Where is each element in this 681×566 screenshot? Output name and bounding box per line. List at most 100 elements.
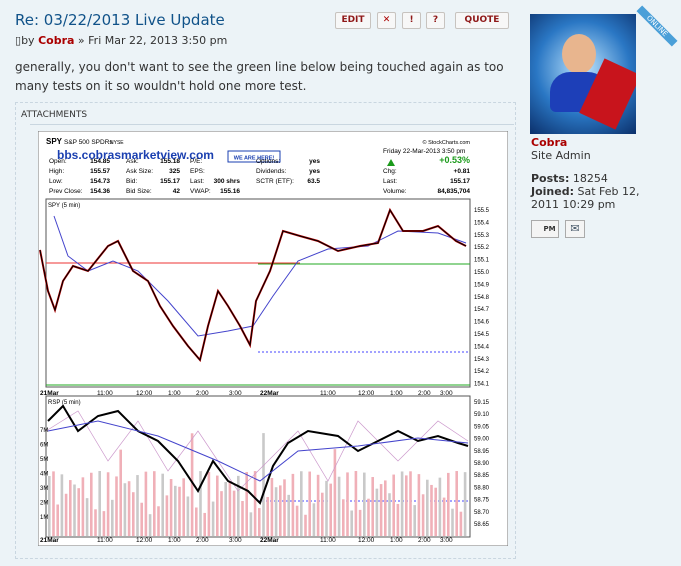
username[interactable]: Cobra bbox=[531, 136, 568, 149]
pm-button[interactable]: PM bbox=[531, 220, 559, 238]
credit: © StockCharts.com bbox=[423, 139, 471, 146]
volume-bar bbox=[375, 488, 379, 536]
time-label: 12:00 bbox=[136, 537, 153, 544]
time-label: 2:00 bbox=[196, 390, 209, 397]
volume-bar bbox=[98, 471, 101, 536]
volume-bar bbox=[354, 471, 358, 536]
volume-bar bbox=[333, 449, 337, 536]
time-label: 3:00 bbox=[229, 537, 242, 544]
quote-value: 300 shrs bbox=[214, 178, 241, 185]
volume-bar bbox=[434, 487, 437, 536]
volume-bar bbox=[237, 475, 240, 536]
volume-tick: 4M bbox=[40, 472, 48, 478]
avatar-face bbox=[562, 34, 596, 74]
time-label: 22Mar bbox=[260, 537, 279, 544]
quote-label: Low: bbox=[49, 178, 63, 185]
volume-bar bbox=[270, 477, 274, 536]
volume-bar bbox=[253, 471, 257, 536]
volume-bar bbox=[350, 510, 353, 536]
joined-date: Sat Feb 12, bbox=[577, 185, 640, 198]
lower-tick: 58.70 bbox=[474, 510, 490, 516]
volume-bar bbox=[224, 481, 227, 536]
quote-value: 155.17 bbox=[160, 178, 180, 185]
price-tick: 154.3 bbox=[474, 357, 490, 363]
report-button[interactable]: ! bbox=[402, 12, 421, 29]
info-button[interactable]: ? bbox=[426, 12, 445, 29]
author-link[interactable]: Cobra bbox=[38, 34, 75, 47]
email-button[interactable]: ✉ bbox=[565, 220, 585, 238]
volume-bar bbox=[266, 497, 269, 536]
volume-tick: 7M bbox=[40, 428, 48, 434]
lower-tick: 58.85 bbox=[474, 473, 490, 479]
price-plot bbox=[45, 198, 471, 388]
price-tick: 154.2 bbox=[474, 369, 490, 375]
post-title[interactable]: Re: 03/22/2013 Live Update bbox=[15, 11, 225, 29]
volume-bar bbox=[455, 471, 458, 536]
lower-tick: 59.05 bbox=[474, 424, 490, 430]
volume-bar bbox=[48, 476, 51, 536]
volume-bar bbox=[73, 484, 76, 536]
quote-label: EPS: bbox=[190, 168, 205, 175]
price-wicks bbox=[39, 208, 467, 362]
joined-label: Joined: bbox=[531, 185, 574, 198]
delete-button[interactable]: ✕ bbox=[377, 12, 396, 29]
volume-bar bbox=[417, 474, 421, 536]
volume-bar bbox=[60, 474, 64, 536]
time-label: 22Mar bbox=[260, 390, 279, 397]
volume-bar bbox=[182, 478, 185, 536]
quote-button[interactable]: QUOTE bbox=[455, 12, 509, 29]
panel-label: SPY (5 min) bbox=[48, 203, 80, 209]
price-tick: 155.0 bbox=[474, 270, 490, 276]
volume-bar bbox=[367, 498, 370, 536]
volume-bar bbox=[119, 449, 122, 536]
volume-bar bbox=[90, 472, 93, 536]
time-label: 12:00 bbox=[358, 537, 375, 544]
volume-bar bbox=[94, 509, 97, 536]
volume-bar bbox=[337, 476, 341, 536]
price-tick: 154.8 bbox=[474, 295, 490, 301]
panel-label: RSP (5 min) bbox=[48, 400, 81, 406]
volume-bar bbox=[308, 471, 311, 536]
volume-bar bbox=[249, 512, 253, 536]
divider bbox=[30, 124, 514, 125]
quote-label: Last: bbox=[383, 178, 397, 185]
avatar bbox=[530, 14, 636, 134]
time-label: 21Mar bbox=[40, 537, 59, 544]
quote-label: Bid: bbox=[126, 178, 137, 185]
volume-bar bbox=[52, 471, 55, 536]
quote-label: Bid Size: bbox=[126, 188, 152, 195]
time-label: 1:00 bbox=[390, 390, 403, 397]
volume-bar bbox=[262, 433, 265, 536]
overlay-line bbox=[45, 410, 469, 492]
volume-bar bbox=[77, 488, 80, 536]
volume-bar bbox=[220, 491, 223, 536]
volume-bar bbox=[442, 497, 446, 536]
price-tick: 155.2 bbox=[474, 245, 490, 251]
symbol: SPY bbox=[46, 137, 63, 146]
lower-tick: 58.80 bbox=[474, 485, 490, 491]
lower-candles bbox=[47, 404, 469, 505]
volume-bar bbox=[203, 512, 206, 536]
volume-bar bbox=[430, 484, 433, 536]
posts-count: 18254 bbox=[572, 172, 608, 185]
quote-label: P/E: bbox=[190, 158, 202, 165]
lower-tick: 58.95 bbox=[474, 449, 490, 455]
quote-label: Last: bbox=[190, 178, 204, 185]
volume-bar bbox=[228, 482, 232, 536]
time-label: 2:00 bbox=[418, 537, 431, 544]
quote-label: Volume: bbox=[383, 188, 407, 195]
time-label: 12:00 bbox=[358, 390, 375, 397]
volume-bar bbox=[169, 478, 173, 536]
quote-value: 325 bbox=[169, 168, 180, 175]
volume-bar bbox=[102, 511, 106, 536]
edit-button[interactable]: EDIT bbox=[335, 12, 371, 29]
volume-bar bbox=[81, 477, 85, 536]
quote-value: 42 bbox=[173, 188, 181, 195]
volume-bar bbox=[195, 507, 198, 536]
volume-bar bbox=[123, 483, 127, 536]
price-tick: 154.1 bbox=[474, 382, 490, 388]
volume-bar bbox=[245, 471, 248, 536]
volume-bar bbox=[241, 501, 244, 536]
quote-label: Chg: bbox=[383, 168, 397, 175]
